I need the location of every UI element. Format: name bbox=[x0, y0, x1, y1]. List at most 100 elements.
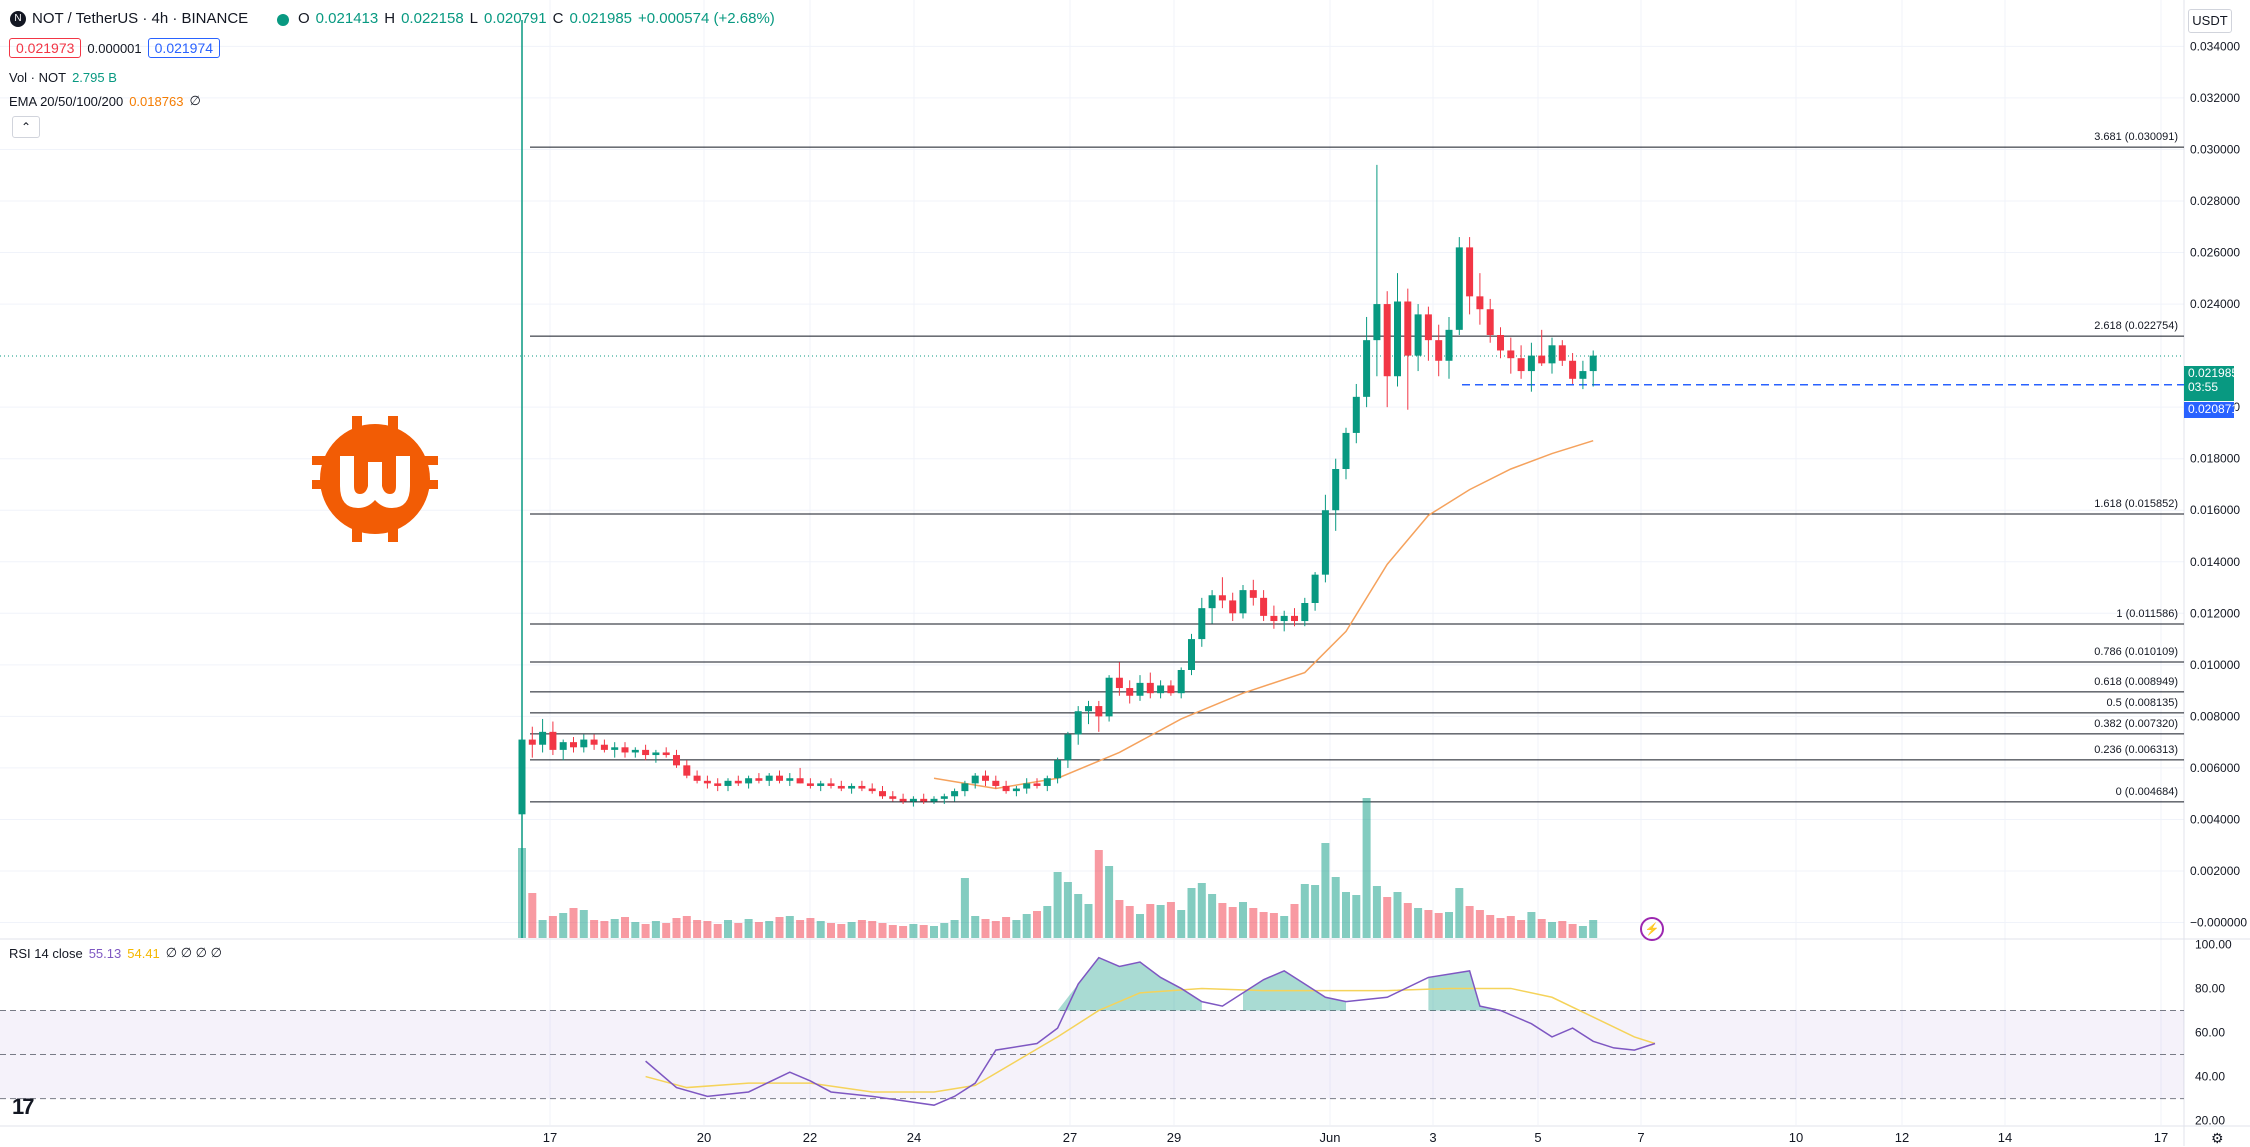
candle-body bbox=[590, 739, 598, 745]
candle-body bbox=[1198, 608, 1206, 640]
line-price: 0.020871 bbox=[2188, 402, 2239, 416]
sell-button[interactable]: 0.021973 bbox=[9, 38, 82, 58]
collapse-legend-button[interactable]: ⌃ bbox=[12, 116, 40, 138]
volume-bar bbox=[1362, 798, 1371, 938]
candle-body bbox=[1527, 355, 1535, 372]
volume-bar bbox=[518, 848, 526, 938]
volume-bar bbox=[857, 920, 866, 938]
candle-body bbox=[1424, 314, 1432, 341]
price-tick-label: 0.002000 bbox=[2190, 864, 2240, 878]
volume-bar bbox=[1208, 894, 1217, 938]
volume-bar bbox=[579, 910, 588, 938]
ema-legend[interactable]: EMA 20/50/100/200 0.018763 ∅ bbox=[9, 93, 201, 109]
candle-body bbox=[1126, 688, 1134, 696]
candle-body bbox=[1064, 734, 1072, 761]
time-tick-label: 3 bbox=[1429, 1130, 1436, 1145]
volume-bar bbox=[1228, 907, 1237, 938]
candle-body bbox=[1394, 301, 1401, 377]
volume-bar bbox=[765, 921, 774, 938]
candle-body bbox=[817, 783, 825, 786]
candle-body bbox=[1404, 301, 1412, 356]
candle-body bbox=[1167, 685, 1175, 694]
candle-body bbox=[631, 749, 639, 753]
volume-bar bbox=[662, 923, 671, 938]
rsi-legend[interactable]: RSI 14 close 55.13 54.41 ∅ ∅ ∅ ∅ bbox=[9, 945, 222, 961]
current-price: 0.021985 bbox=[2188, 366, 2239, 380]
volume-bar bbox=[981, 919, 990, 938]
candle-body bbox=[806, 783, 814, 786]
rsi-tick-label: 80.00 bbox=[2195, 981, 2225, 995]
volume-bar bbox=[868, 921, 877, 938]
volume-bar bbox=[1074, 894, 1083, 938]
rsi-line bbox=[645, 956, 1656, 1106]
candle-body bbox=[1497, 335, 1504, 351]
volume-bar bbox=[1063, 882, 1072, 938]
candle-body bbox=[940, 796, 948, 799]
candle-body bbox=[642, 749, 650, 756]
buy-button[interactable]: 0.021974 bbox=[147, 38, 221, 58]
fib-level-label: 3.681 (0.030091) bbox=[2094, 131, 2178, 143]
volume-bar bbox=[930, 926, 938, 938]
time-tick-label: 29 bbox=[1167, 1130, 1181, 1145]
volume-bar bbox=[1084, 904, 1093, 938]
volume-bar bbox=[806, 918, 815, 938]
candle-body bbox=[1301, 603, 1309, 622]
volume-bar bbox=[785, 916, 794, 938]
candle-body bbox=[982, 775, 989, 781]
candle-body bbox=[899, 798, 907, 802]
volume-bar bbox=[734, 923, 743, 938]
time-tick-label: 12 bbox=[1895, 1130, 1909, 1145]
volume-bar bbox=[1414, 908, 1423, 938]
candle-body bbox=[1012, 788, 1020, 792]
time-tick-label: 14 bbox=[1998, 1130, 2012, 1145]
fib-level-label: 1 (0.011586) bbox=[2116, 608, 2178, 620]
volume-bar bbox=[1517, 920, 1526, 938]
volume-bar bbox=[651, 921, 660, 938]
candle-body bbox=[621, 747, 629, 753]
volume-bar bbox=[682, 916, 691, 938]
candle-body bbox=[1414, 314, 1422, 356]
volume-bar bbox=[1033, 911, 1041, 938]
volume-bar bbox=[940, 923, 949, 938]
rsi-ma-line bbox=[645, 987, 1656, 1093]
candle-body bbox=[1115, 677, 1123, 689]
volume-bar bbox=[1166, 902, 1175, 938]
candle-body bbox=[673, 755, 680, 766]
volume-bar bbox=[569, 908, 578, 938]
rsi-tick-label: 40.00 bbox=[2195, 1070, 2225, 1084]
volume-bar bbox=[1475, 910, 1484, 938]
tradingview-logo[interactable]: 17 bbox=[12, 1094, 35, 1119]
candle-body bbox=[1043, 778, 1051, 786]
candle-body bbox=[1373, 304, 1381, 341]
fib-level-label: 0.618 (0.008949) bbox=[2094, 676, 2178, 688]
lightning-icon[interactable]: ⚡ bbox=[1640, 917, 1664, 941]
time-tick-label: 22 bbox=[803, 1130, 817, 1145]
ohlc-open-key: O bbox=[298, 10, 310, 27]
candle-body bbox=[1435, 340, 1443, 361]
currency-button[interactable]: USDT bbox=[2188, 9, 2232, 33]
candle-body bbox=[889, 796, 897, 799]
volume-bar bbox=[1558, 921, 1567, 938]
volume-bar bbox=[590, 920, 599, 938]
candle-body bbox=[1280, 615, 1288, 622]
candle-body bbox=[570, 742, 577, 748]
candle-body bbox=[879, 791, 886, 797]
candle-body bbox=[1466, 247, 1474, 297]
volume-bar bbox=[847, 922, 856, 938]
line-price-tag: 0.020871 bbox=[2184, 402, 2239, 418]
gear-icon[interactable]: ⚙ bbox=[2211, 1130, 2224, 1146]
candle-body bbox=[1208, 595, 1216, 609]
candle-body bbox=[1002, 785, 1010, 792]
time-tick-label: 27 bbox=[1063, 1130, 1077, 1145]
volume-bar bbox=[528, 893, 537, 938]
candle-body bbox=[559, 742, 567, 750]
symbol-title[interactable]: NOT / TetherUS · 4h · BINANCE bbox=[32, 10, 249, 27]
price-tick-label: 0.032000 bbox=[2190, 91, 2240, 105]
candle-body bbox=[1517, 358, 1525, 372]
volume-bar bbox=[1486, 915, 1495, 938]
candle-body bbox=[580, 739, 588, 748]
volume-bar bbox=[1239, 902, 1247, 938]
volume-legend[interactable]: Vol · NOT 2.795 B bbox=[9, 70, 117, 85]
volume-bar bbox=[1115, 900, 1124, 938]
